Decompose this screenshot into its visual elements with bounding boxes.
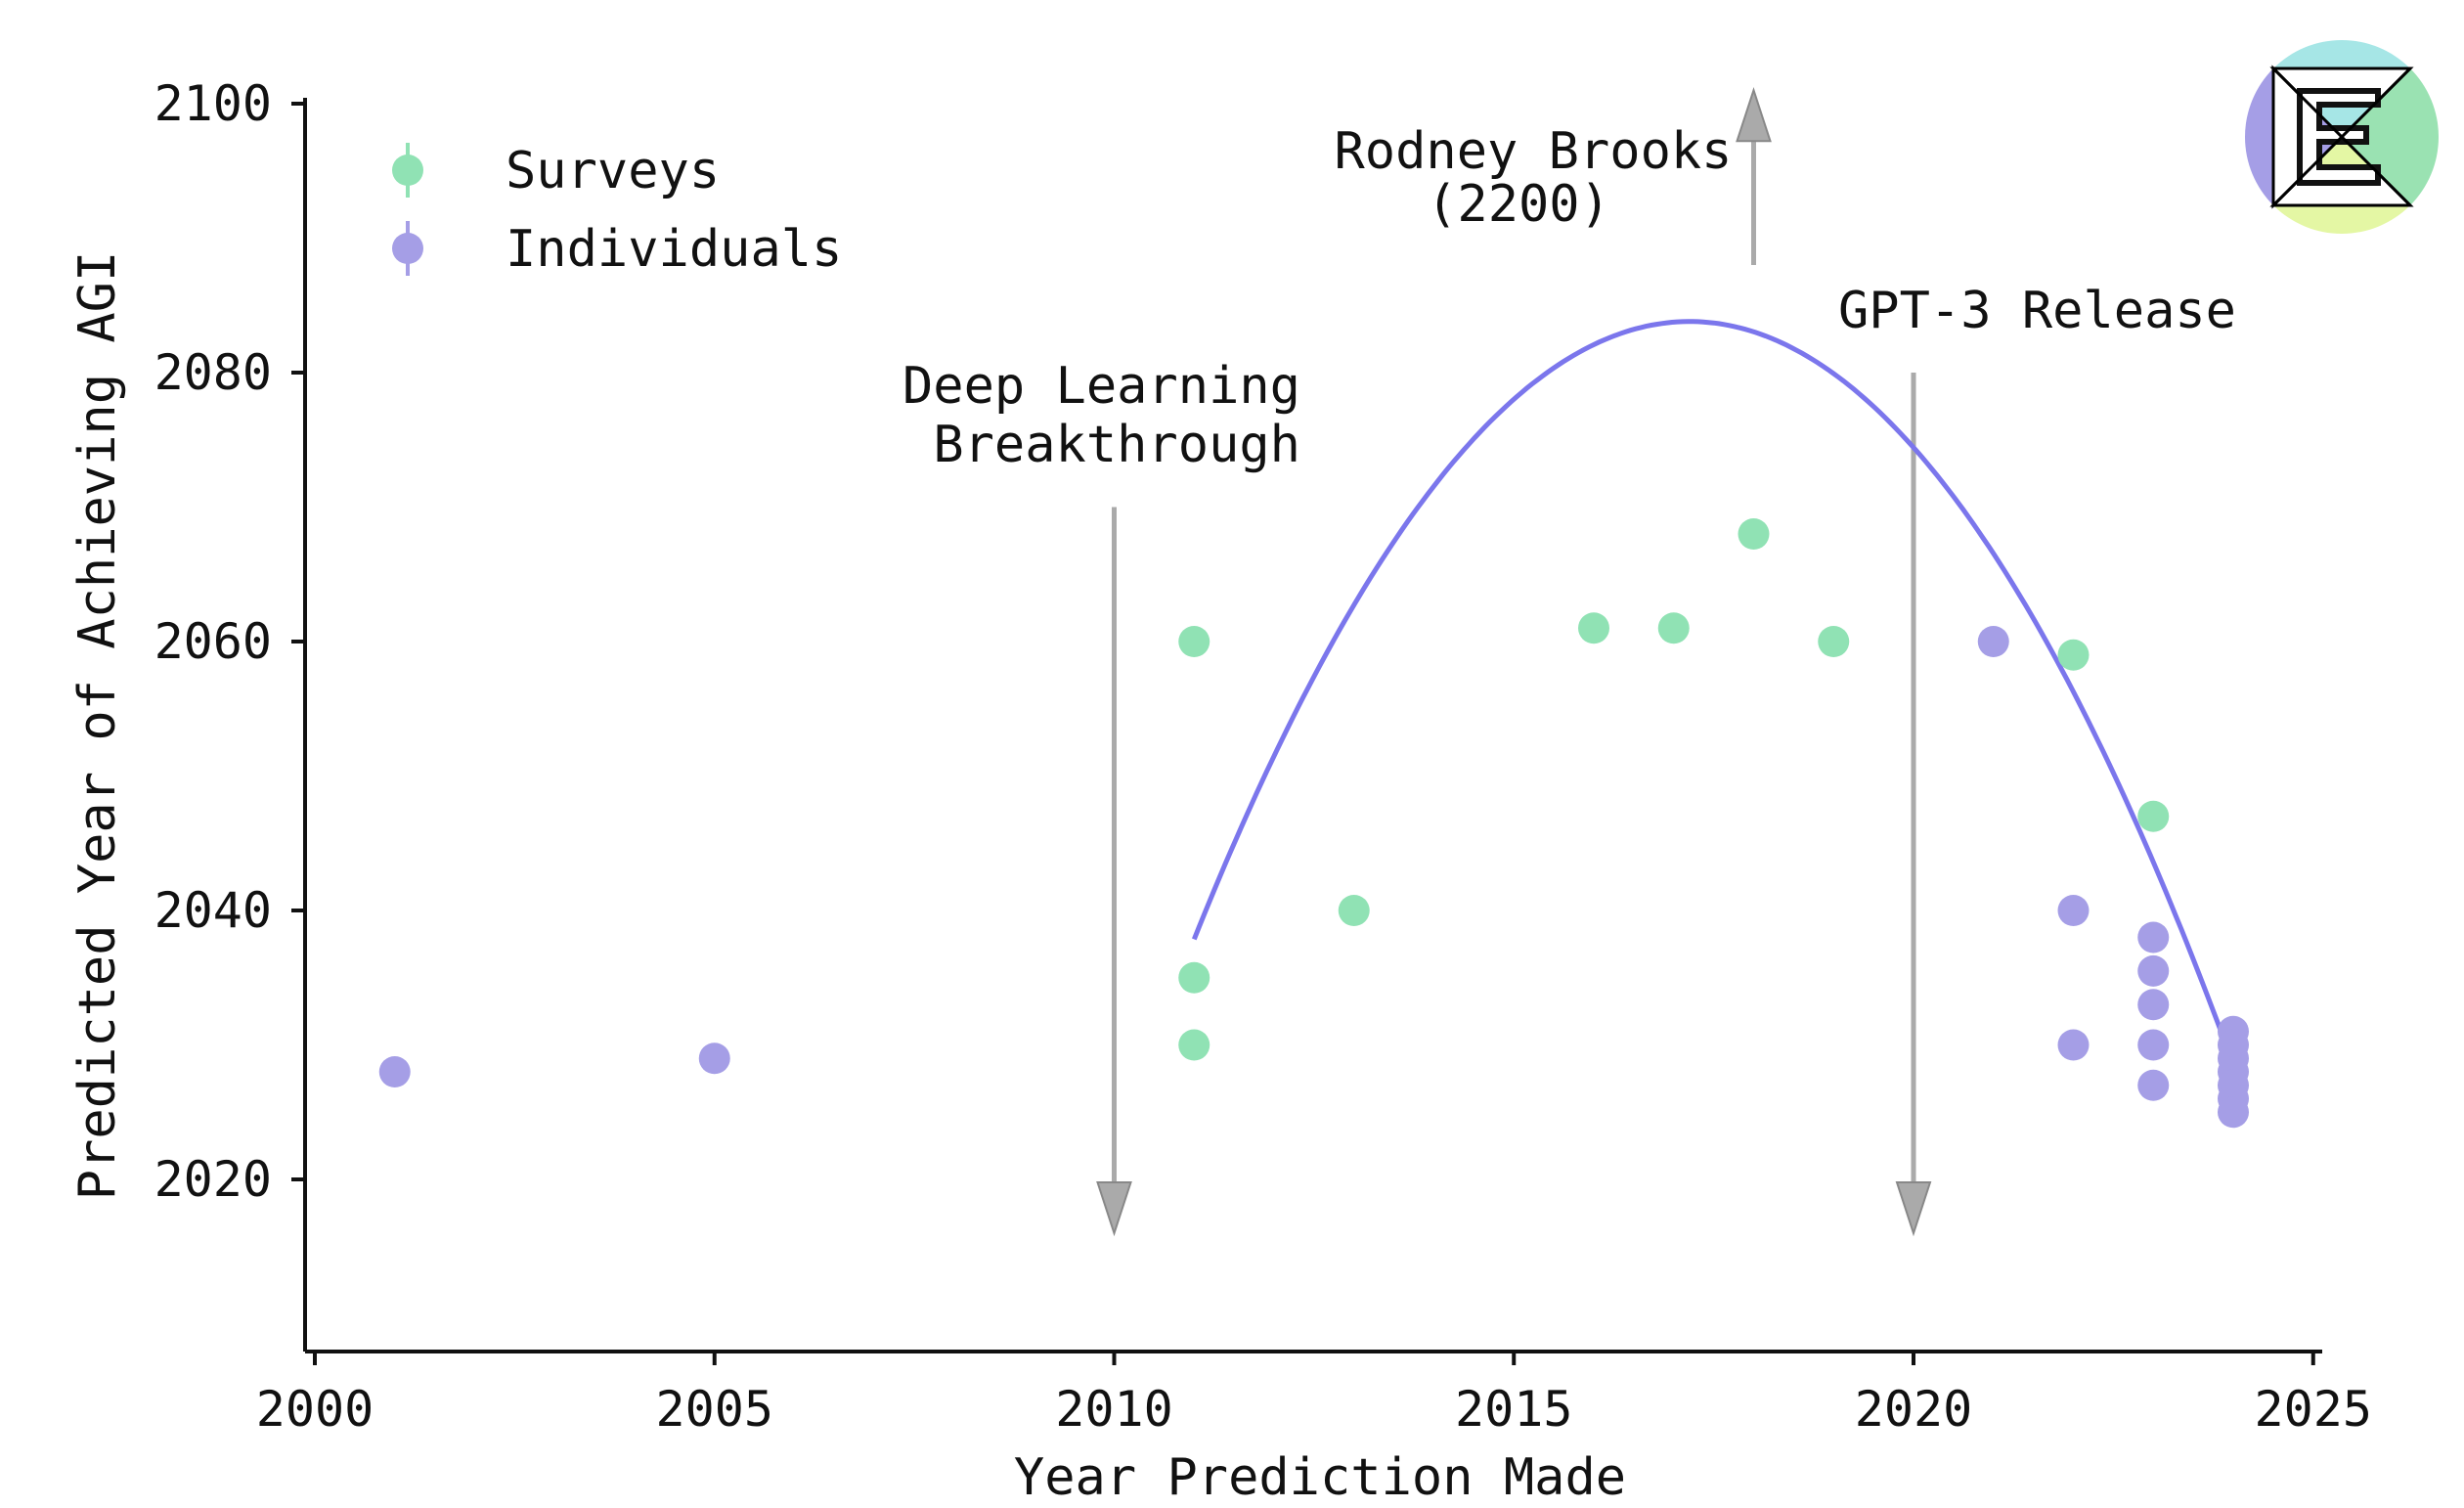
x-tick-label: 2020 xyxy=(1855,1381,1972,1438)
annotation-rodney-brooks-line1: Rodney Brooks xyxy=(1335,122,1733,181)
point-individuals xyxy=(2218,1096,2249,1129)
x-axis-ticks: 2000 2005 2010 2015 2020 2025 xyxy=(256,1352,2372,1438)
point-individuals xyxy=(2137,989,2170,1021)
annotation-arrow-deep_learning xyxy=(1096,507,1132,1237)
epoch-e-logo-icon xyxy=(2245,40,2439,234)
point-individuals xyxy=(1977,626,2009,657)
x-tick-label: 2025 xyxy=(2255,1381,2372,1438)
point-individuals xyxy=(698,1042,730,1075)
y-tick-label: 2020 xyxy=(154,1151,272,1208)
annotation-rodney-brooks-line2: (2200) xyxy=(1427,175,1610,234)
point-individuals xyxy=(2137,1029,2170,1061)
x-tick-label: 2015 xyxy=(1455,1381,1572,1438)
legend-label-individuals: Individuals xyxy=(506,220,842,279)
point-surveys xyxy=(1738,518,1770,550)
point-surveys xyxy=(1178,1029,1210,1061)
y-axis-title: Predicted Year of Achieving AGI xyxy=(68,251,127,1201)
annotation-gpt3: GPT-3 Release xyxy=(1838,282,2236,340)
legend-marker-surveys xyxy=(392,143,423,198)
point-surveys xyxy=(1178,626,1210,657)
legend-label-surveys: Surveys xyxy=(506,142,720,200)
data-points-layer xyxy=(378,518,2249,1129)
x-tick-label: 2000 xyxy=(256,1381,374,1438)
point-individuals xyxy=(2137,921,2170,954)
x-tick-label: 2010 xyxy=(1055,1381,1172,1438)
point-surveys xyxy=(1818,626,1850,657)
y-tick-label: 2100 xyxy=(154,75,272,132)
annotation-deep-learning-line2: Breakthrough xyxy=(933,416,1300,474)
annotations-layer xyxy=(1096,87,1932,1237)
x-tick-label: 2005 xyxy=(656,1381,773,1438)
point-surveys xyxy=(2057,639,2090,671)
point-surveys xyxy=(2137,800,2170,832)
annotation-arrow-gpt3 xyxy=(1895,373,1932,1237)
y-tick-label: 2060 xyxy=(154,613,272,670)
point-individuals xyxy=(2057,1029,2090,1061)
annotation-arrow-rodney_brooks xyxy=(1736,87,1772,265)
trend-line xyxy=(1191,319,2236,1066)
point-individuals xyxy=(2137,1069,2170,1101)
point-surveys xyxy=(1178,961,1210,994)
legend-marker-individuals xyxy=(392,221,423,276)
point-individuals xyxy=(2057,895,2090,926)
y-axis-ticks: 2020 2040 2060 2080 2100 xyxy=(154,75,305,1208)
point-surveys xyxy=(1578,612,1609,644)
y-tick-label: 2040 xyxy=(154,882,272,939)
point-surveys xyxy=(1338,895,1370,926)
point-surveys xyxy=(1657,612,1690,644)
trend-line-layer xyxy=(1191,319,2236,1066)
point-individuals xyxy=(378,1056,411,1087)
x-axis-title: Year Prediction Made xyxy=(1014,1448,1626,1507)
legend: Surveys Individuals xyxy=(392,142,842,279)
y-tick-label: 2080 xyxy=(154,344,272,401)
point-individuals xyxy=(2137,954,2170,987)
annotation-deep-learning-line1: Deep Learning xyxy=(902,357,1300,416)
